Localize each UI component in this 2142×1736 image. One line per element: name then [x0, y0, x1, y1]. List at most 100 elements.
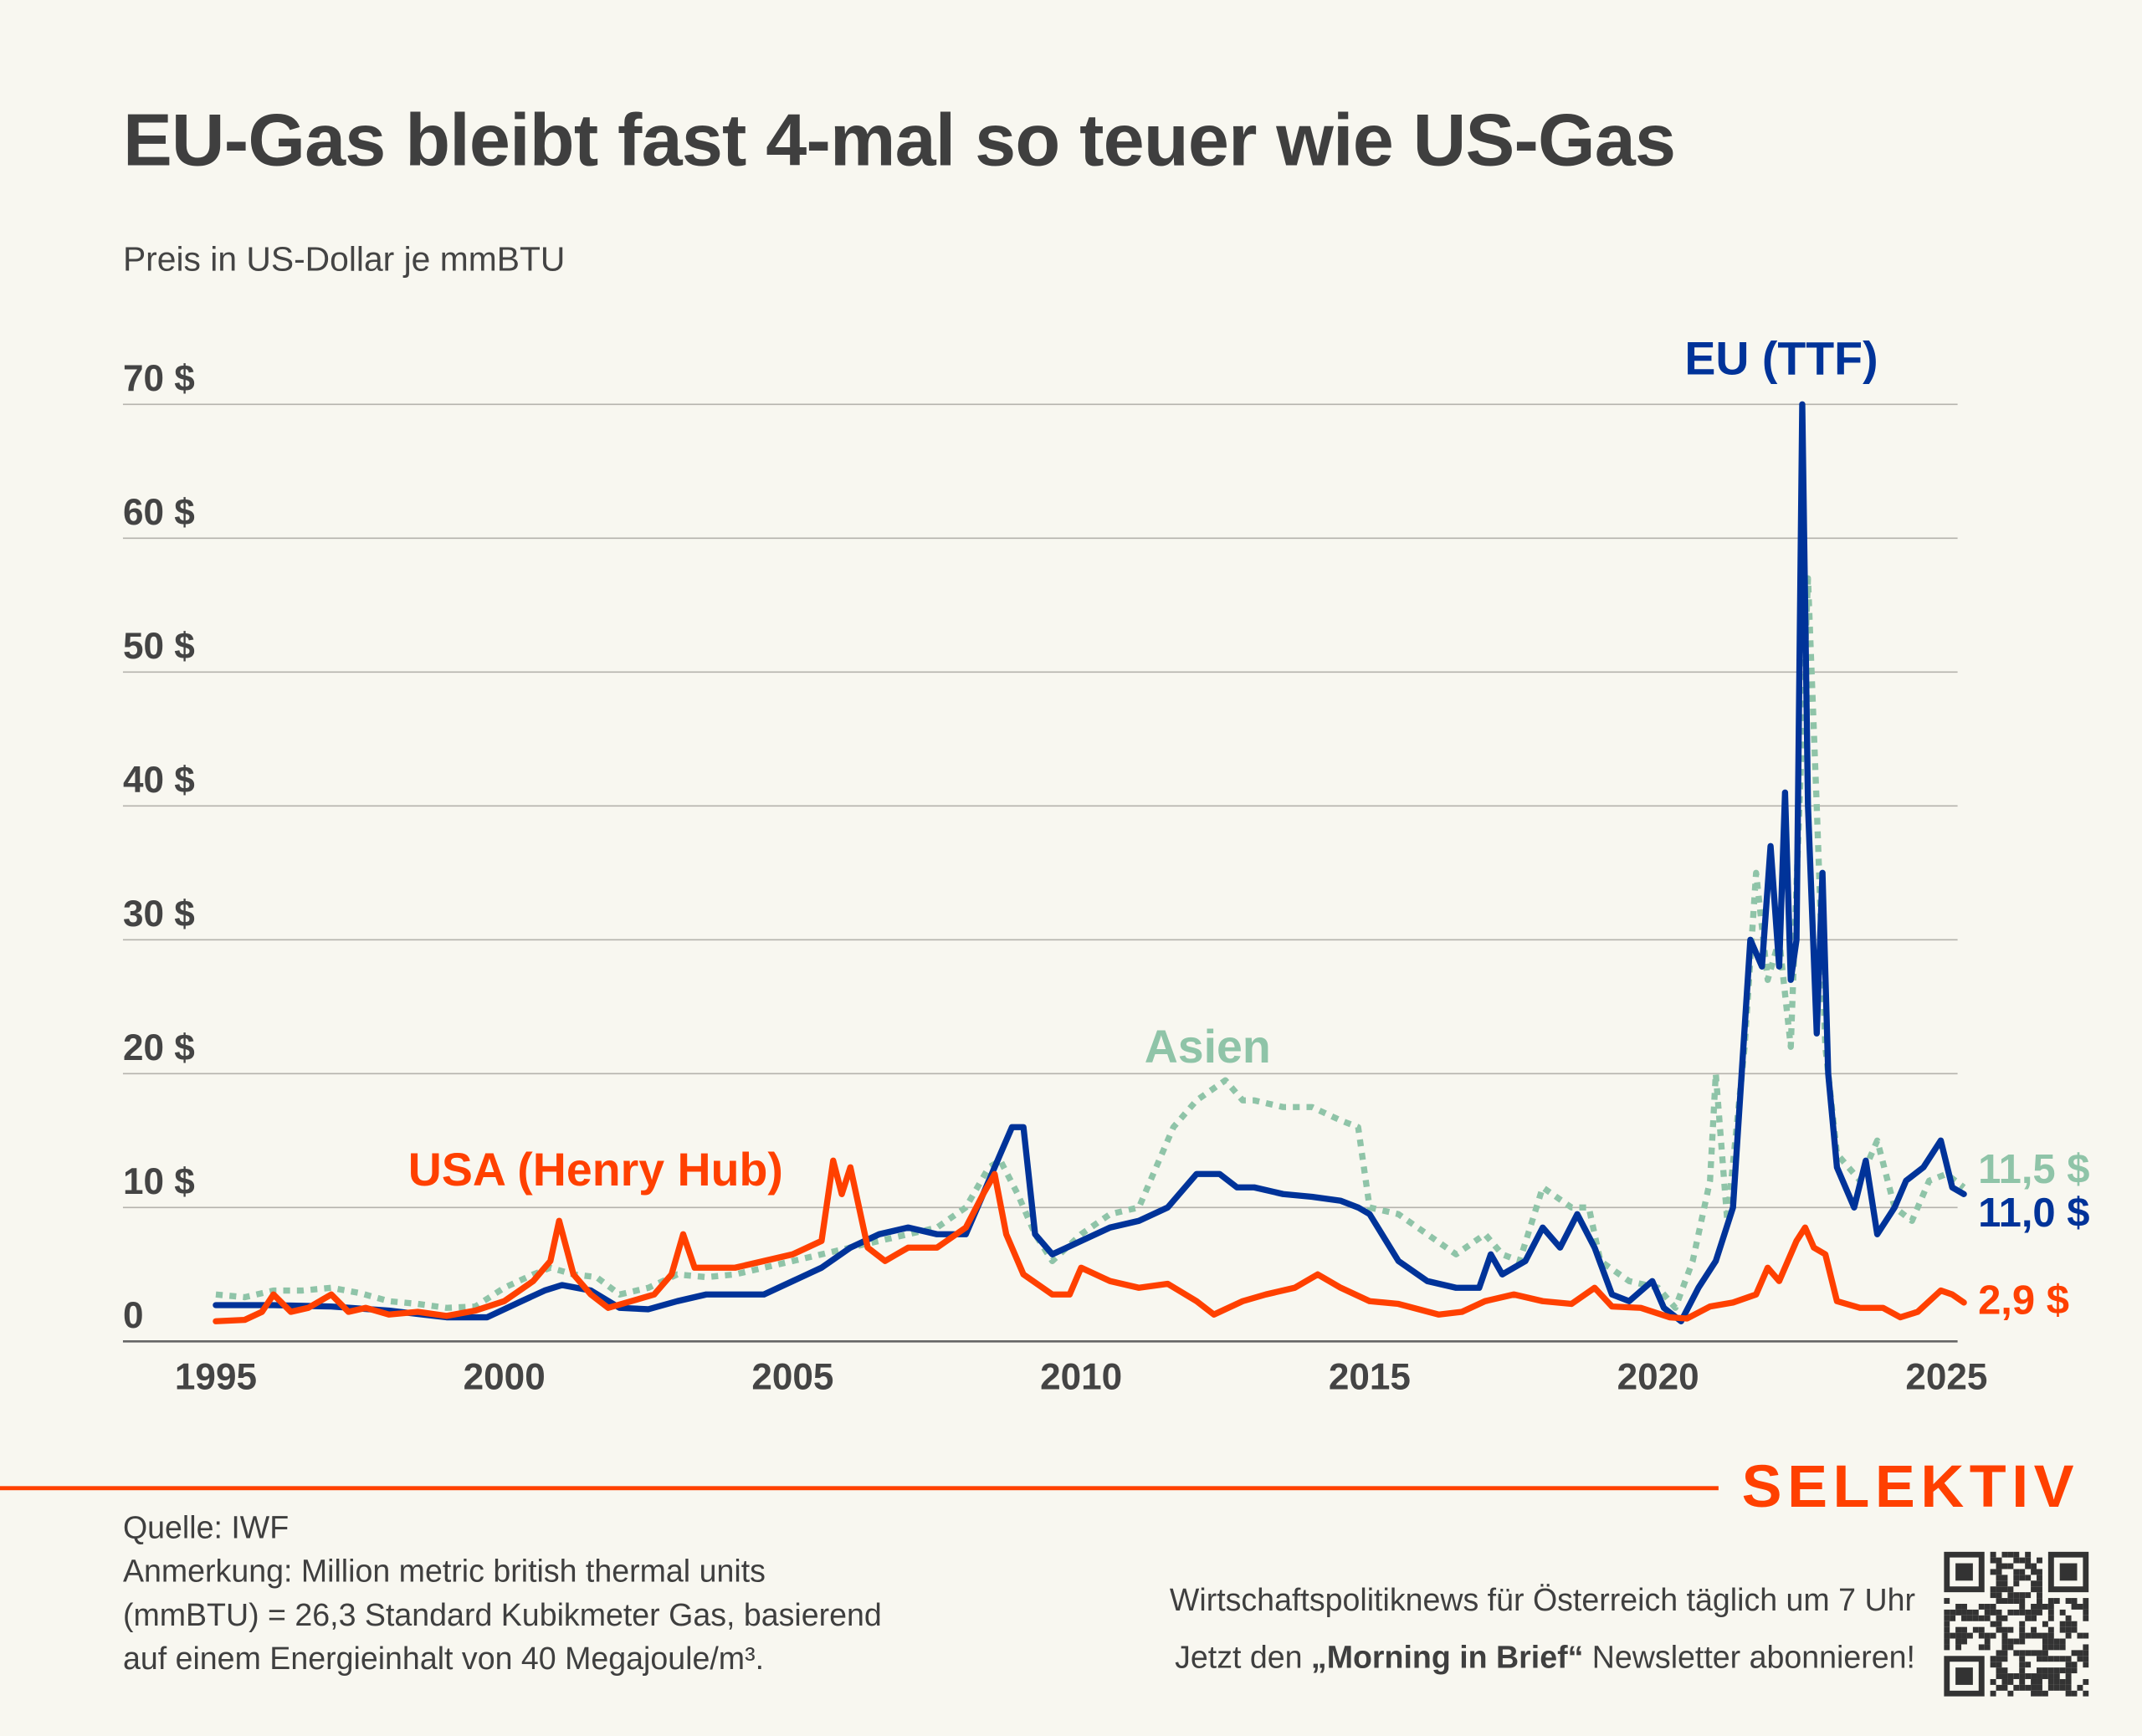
end-value-label-usa: 2,9 $ — [1978, 1278, 2069, 1324]
qr-module — [1996, 1586, 2002, 1593]
qr-module — [2007, 1678, 2014, 1685]
qr-module — [1990, 1603, 1996, 1610]
qr-module — [2059, 1667, 2066, 1674]
qr-module — [1984, 1609, 1991, 1616]
qr-module — [2059, 1678, 2066, 1685]
qr-module — [1972, 1626, 1979, 1633]
qr-module — [2083, 1603, 2089, 1610]
qr-module — [2053, 1644, 2060, 1651]
qr-module — [2013, 1638, 2020, 1645]
qr-module — [1984, 1632, 1991, 1639]
qr-module — [2007, 1551, 2014, 1558]
qr-module — [1944, 1621, 1950, 1627]
qr-module — [1955, 1644, 1962, 1651]
y-tick-label: 10 $ — [123, 1161, 195, 1202]
qr-module — [2071, 1690, 2078, 1697]
qr-module — [2037, 1656, 2042, 1662]
qr-module — [1966, 1609, 1973, 1616]
qr-module — [2042, 1667, 2048, 1674]
qr-module — [1955, 1667, 1973, 1685]
qr-module — [2037, 1673, 2042, 1679]
qr-module — [2059, 1638, 2066, 1645]
qr-module — [1961, 1603, 1967, 1610]
qr-module — [1944, 1598, 1950, 1604]
qr-module — [1984, 1644, 1991, 1651]
qr-module — [2042, 1632, 2048, 1639]
qr-module — [2053, 1656, 2060, 1662]
y-tick-label: 30 $ — [123, 894, 195, 935]
qr-module — [2019, 1592, 2026, 1599]
qr-module — [1972, 1609, 1979, 1616]
qr-module — [2025, 1551, 2032, 1558]
qr-module — [2037, 1592, 2042, 1599]
qr-module — [2071, 1650, 2078, 1657]
qr-module — [2019, 1557, 2026, 1564]
qr-module — [2019, 1569, 2026, 1575]
qr-module — [2047, 1638, 2054, 1645]
qr-module — [2083, 1644, 2089, 1651]
newsletter-promo: Wirtschaftspolitiknews für Österreich tä… — [1170, 1571, 1915, 1686]
qr-module — [2053, 1667, 2060, 1674]
qr-module — [2037, 1690, 2042, 1697]
qr-module — [1996, 1650, 2002, 1657]
qr-module — [2065, 1678, 2072, 1685]
y-tick-label: 40 $ — [123, 760, 195, 801]
qr-module — [2001, 1598, 2008, 1604]
qr-module — [1955, 1638, 1962, 1645]
qr-module — [2001, 1626, 2008, 1633]
qr-module — [2083, 1632, 2089, 1639]
qr-module — [1990, 1609, 1996, 1616]
qr-module — [2025, 1592, 2032, 1599]
qr-module — [1990, 1690, 1996, 1697]
qr-module — [1996, 1598, 2002, 1604]
qr-module — [2001, 1673, 2008, 1679]
qr-module — [2065, 1626, 2072, 1633]
line-chart: 0 10 $ 20 $ 30 $ 40 $ 50 $ 60 $ 70 $ 1995 2000 200… — [122, 332, 2090, 1397]
qr-module — [2083, 1662, 2089, 1668]
qr-module — [2007, 1592, 2014, 1599]
x-tick-label: 2015 — [1329, 1356, 1411, 1397]
qr-module — [2065, 1673, 2072, 1679]
unit-note: Anmerkung: Million metric british therma… — [122, 1553, 882, 1677]
qr-module — [1996, 1684, 2002, 1691]
qr-module — [1944, 1638, 1950, 1645]
qr-module — [2077, 1603, 2083, 1610]
qr-module — [2053, 1598, 2060, 1604]
qr-module — [1961, 1609, 1967, 1616]
qr-module — [2013, 1569, 2020, 1575]
qr-module — [2007, 1690, 2014, 1697]
qr-module — [2019, 1662, 2026, 1668]
qr-module — [1978, 1615, 1985, 1621]
qr-module — [2001, 1615, 2008, 1621]
promo-line-2: Jetzt den „Morning in Brief“ Newsletter … — [1170, 1628, 1915, 1686]
qr-module — [2053, 1678, 2060, 1685]
qr-module — [2077, 1684, 2083, 1691]
qr-module — [2031, 1609, 2037, 1616]
qr-module — [1990, 1656, 1996, 1662]
qr-module — [2042, 1650, 2048, 1657]
qr-module — [2083, 1656, 2089, 1662]
qr-module — [2031, 1626, 2037, 1633]
qr-module — [2013, 1580, 2020, 1587]
qr-module — [2025, 1609, 2032, 1616]
qr-module — [2037, 1650, 2042, 1657]
qr-module — [2042, 1638, 2048, 1645]
qr-module — [2025, 1563, 2032, 1570]
qr-module — [2019, 1621, 2026, 1627]
chart-title: EU-Gas bleibt fast 4-mal so teuer wie US… — [122, 100, 1676, 182]
qr-module — [2007, 1626, 2014, 1633]
x-tick-label: 1995 — [175, 1356, 257, 1397]
qr-module — [2065, 1615, 2072, 1621]
qr-module — [1961, 1626, 1967, 1633]
qr-module — [2083, 1678, 2089, 1685]
qr-module — [1961, 1632, 1967, 1639]
qr-code-icon[interactable] — [1944, 1551, 2089, 1697]
series-line-eu — [213, 401, 1967, 1324]
qr-module — [2047, 1673, 2054, 1679]
qr-module — [1978, 1632, 1985, 1639]
qr-module — [1961, 1615, 1967, 1621]
qr-module — [2037, 1586, 2042, 1593]
qr-module — [2059, 1563, 2078, 1581]
qr-module — [1978, 1626, 1985, 1633]
y-tick-label: 60 $ — [123, 492, 195, 533]
